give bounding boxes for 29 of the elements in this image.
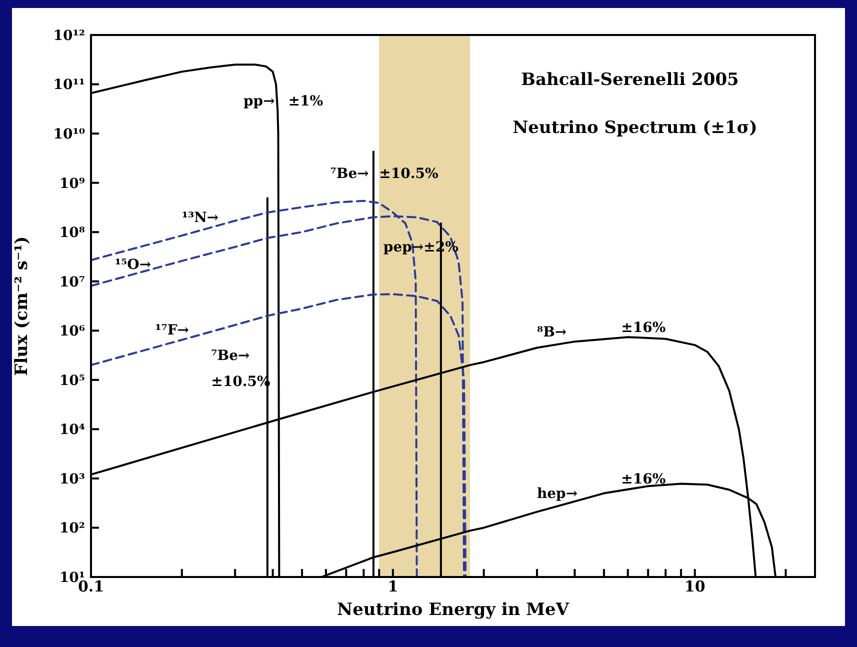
y-tick-label: 10³ — [59, 471, 85, 488]
y-tick-label: 10⁵ — [59, 372, 85, 389]
y-axis-title: Flux (cm⁻² s⁻¹) — [12, 236, 32, 376]
annotation: pp→ — [244, 93, 276, 110]
annotation: ¹⁷F→ — [155, 322, 190, 338]
y-tick-label: 10⁷ — [59, 274, 85, 290]
y-tick-label: 10⁹ — [59, 176, 85, 192]
y-tick-label: 10² — [59, 520, 85, 537]
y-tick-label: 10⁴ — [59, 422, 85, 438]
text: Bahcall-Serenelli 2005 — [521, 70, 739, 90]
x-tick-label: 1 — [388, 578, 398, 596]
annotation: hep→ — [536, 486, 578, 502]
annotation: ⁷Be→ — [330, 166, 370, 182]
annotation: ⁷Be→ — [211, 348, 250, 364]
y-tick-label: 10⁶ — [59, 324, 85, 340]
annotation: ¹³N→ — [182, 210, 219, 226]
y-tick-label: 10¹¹ — [53, 77, 85, 94]
annotation: ±10.5% — [379, 166, 438, 182]
x-tick-label: 10 — [684, 578, 706, 596]
annotation: ±1% — [288, 93, 324, 110]
annotation: ⁸B→ — [536, 324, 567, 341]
annotation: ¹⁵O→ — [114, 257, 152, 274]
y-tick-label: 10¹² — [53, 28, 85, 44]
annotation: ±16% — [621, 320, 666, 336]
y-tick-label: 10¹⁰ — [53, 126, 85, 143]
x-axis-title: Neutrino Energy in MeV — [337, 600, 570, 620]
annotation: ±16% — [621, 472, 666, 488]
text: Neutrino Spectrum (±1σ) — [512, 118, 758, 138]
y-tick-label: 10⁸ — [59, 225, 85, 242]
